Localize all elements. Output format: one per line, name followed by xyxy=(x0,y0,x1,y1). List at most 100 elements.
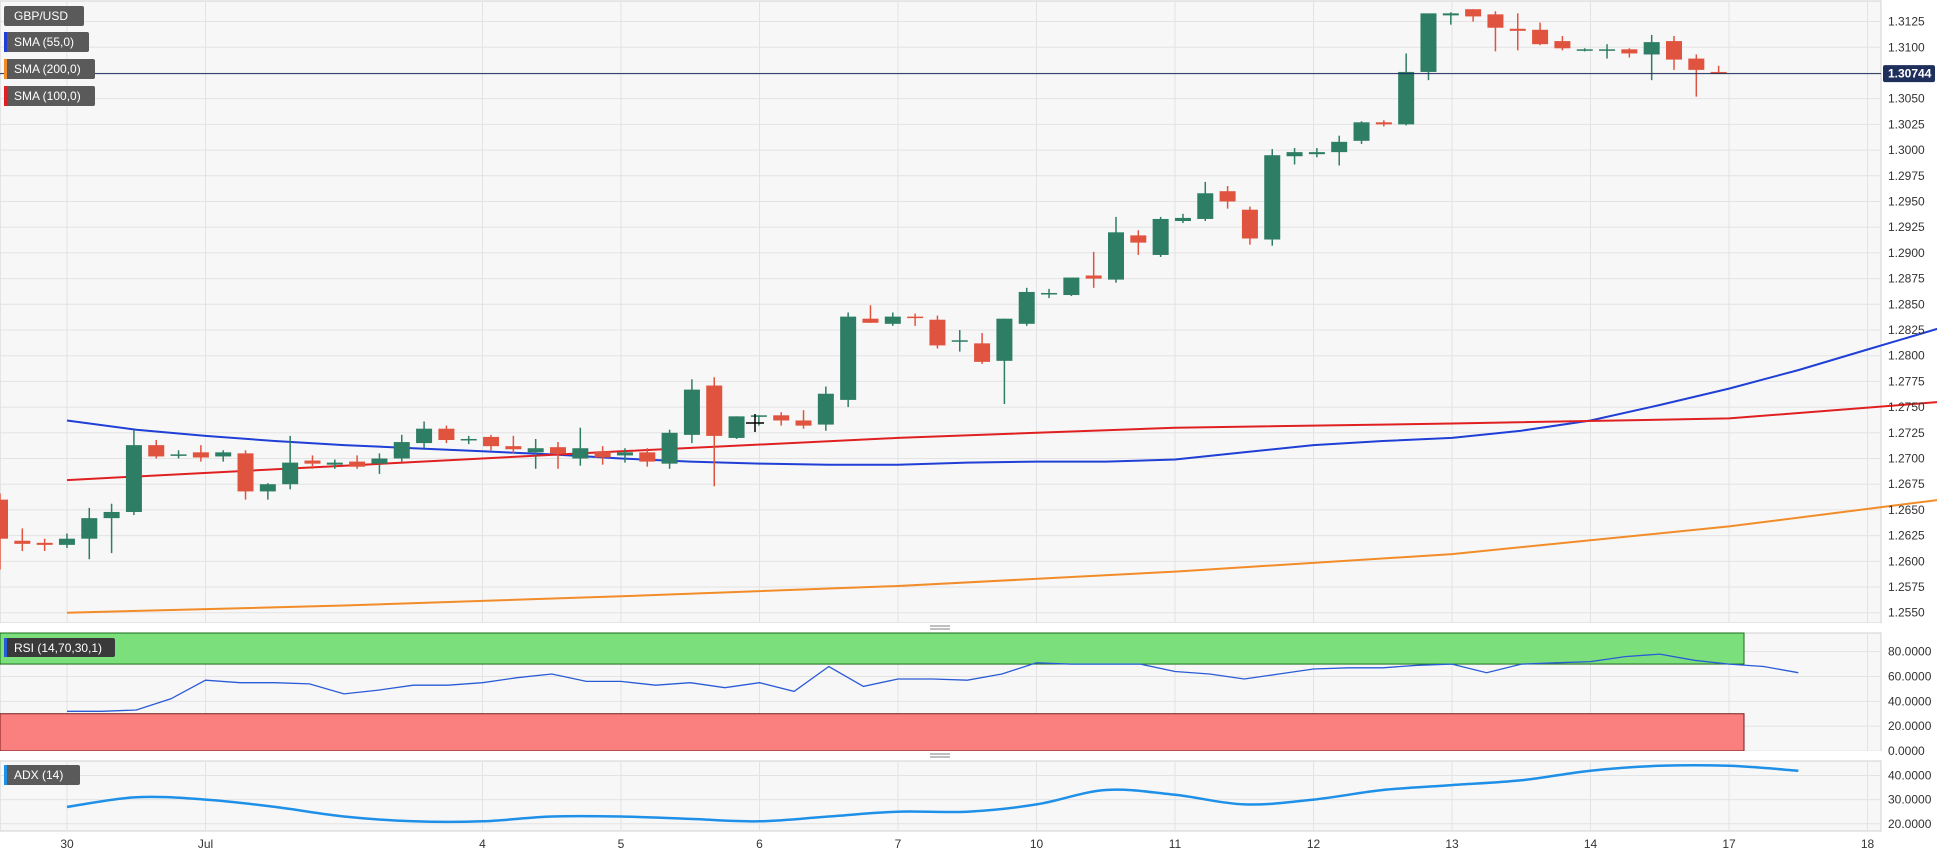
candle[interactable] xyxy=(1688,54,1705,97)
adx-panel[interactable]: 20.0000 30.0000 40.0000 ADX (14) xyxy=(0,760,1932,832)
candle[interactable] xyxy=(326,459,343,469)
candle[interactable] xyxy=(304,455,321,469)
candle[interactable] xyxy=(996,318,1013,405)
candle[interactable] xyxy=(1152,216,1169,257)
candle[interactable] xyxy=(795,410,812,429)
candle[interactable] xyxy=(1487,11,1504,52)
candle[interactable] xyxy=(14,528,31,552)
candle[interactable] xyxy=(527,438,544,469)
candle[interactable] xyxy=(1599,44,1616,59)
indicator-legend[interactable]: GBP/USD SMA (55,0) SMA (200,0) SMA (100,… xyxy=(4,6,95,106)
candle[interactable] xyxy=(1041,288,1058,299)
candle[interactable] xyxy=(1174,213,1191,224)
candle[interactable] xyxy=(505,435,522,454)
candle[interactable] xyxy=(951,329,968,352)
candle[interactable] xyxy=(884,312,901,326)
candle[interactable] xyxy=(1398,53,1415,126)
legend-item-sma-200[interactable]: SMA (200,0) xyxy=(4,59,95,79)
candle-body xyxy=(1219,191,1236,202)
candle[interactable] xyxy=(192,445,209,462)
candle[interactable] xyxy=(1108,216,1124,283)
candle[interactable] xyxy=(594,446,611,465)
candle-body xyxy=(817,393,834,425)
legend-item-symbol[interactable]: GBP/USD xyxy=(4,6,84,26)
pane-splitter-1[interactable] xyxy=(0,623,1881,633)
candle[interactable] xyxy=(1197,181,1214,222)
candle[interactable] xyxy=(1509,13,1526,51)
legend-item-sma-55[interactable]: SMA (55,0) xyxy=(4,32,89,52)
candle[interactable] xyxy=(616,448,633,463)
candle[interactable] xyxy=(661,429,678,469)
candle[interactable] xyxy=(438,425,455,444)
candle[interactable] xyxy=(1643,34,1660,81)
candle[interactable] xyxy=(1018,287,1035,326)
candle[interactable] xyxy=(572,427,589,466)
candle[interactable] xyxy=(1308,148,1325,158)
candle[interactable] xyxy=(974,333,991,364)
candle[interactable] xyxy=(81,507,98,560)
main-plot-area[interactable] xyxy=(0,0,1882,624)
candle[interactable] xyxy=(1353,121,1370,144)
candle[interactable] xyxy=(639,448,656,467)
candle[interactable] xyxy=(1219,186,1236,209)
legend-item-adx[interactable]: ADX (14) xyxy=(4,765,80,785)
candle[interactable] xyxy=(237,450,254,500)
candle[interactable] xyxy=(1465,9,1482,22)
candle[interactable] xyxy=(393,434,410,462)
candle[interactable] xyxy=(148,439,165,459)
candle[interactable] xyxy=(840,312,857,408)
candle[interactable] xyxy=(1576,48,1593,52)
candle[interactable] xyxy=(0,493,8,570)
candle[interactable] xyxy=(1420,13,1437,81)
candle[interactable] xyxy=(1130,230,1147,255)
candle[interactable] xyxy=(58,533,75,548)
rsi-panel[interactable]: 0.0000 20.0000 40.0000 60.0000 80.0000 RSI (… xyxy=(0,632,1932,758)
pane-splitter-2[interactable] xyxy=(0,751,1881,761)
legend-item-rsi[interactable]: RSI (14,70,30,1) xyxy=(4,638,115,657)
candle[interactable] xyxy=(706,377,723,487)
adx-plot-area[interactable] xyxy=(0,760,1882,832)
candle[interactable] xyxy=(282,435,299,490)
candle[interactable] xyxy=(907,313,924,326)
candle[interactable] xyxy=(259,483,276,500)
candle[interactable] xyxy=(483,434,500,451)
candle[interactable] xyxy=(416,421,433,449)
candle[interactable] xyxy=(1710,65,1727,74)
candle-body xyxy=(1241,209,1258,239)
candle[interactable] xyxy=(215,450,232,462)
candle[interactable] xyxy=(1063,277,1080,297)
candle[interactable] xyxy=(773,412,790,426)
candle[interactable] xyxy=(1621,48,1638,58)
candle[interactable] xyxy=(862,305,879,323)
main-panel[interactable]: 1.2550 1.2575 1.2600 1.2625 1.2650 1.2675 1.27… xyxy=(0,0,1937,624)
candle[interactable] xyxy=(750,415,767,426)
candle[interactable] xyxy=(1241,206,1258,245)
candle[interactable] xyxy=(550,442,566,469)
candle[interactable] xyxy=(1264,149,1281,246)
candles[interactable] xyxy=(0,9,1727,570)
candle[interactable] xyxy=(460,435,477,445)
candle[interactable] xyxy=(1286,148,1303,165)
candle[interactable] xyxy=(103,503,120,554)
candle[interactable] xyxy=(371,453,388,474)
candle[interactable] xyxy=(1375,120,1392,127)
legend-item-sma-100[interactable]: SMA (100,0) xyxy=(4,86,95,106)
candle[interactable] xyxy=(1331,135,1348,166)
candle[interactable] xyxy=(1666,35,1682,70)
candle[interactable] xyxy=(1532,22,1549,46)
candle[interactable] xyxy=(170,450,187,459)
candle[interactable] xyxy=(1085,251,1102,288)
candle[interactable] xyxy=(817,386,834,431)
candle[interactable] xyxy=(1554,35,1571,51)
candle[interactable] xyxy=(683,379,700,444)
candle[interactable] xyxy=(125,429,142,516)
candle[interactable] xyxy=(929,315,946,349)
candle[interactable] xyxy=(36,538,53,552)
candle-body xyxy=(416,428,433,444)
candle-body xyxy=(349,461,366,467)
candle[interactable] xyxy=(349,455,366,469)
sma-line-2 xyxy=(66,401,1937,482)
candle[interactable] xyxy=(728,416,745,439)
candle[interactable] xyxy=(1442,12,1459,25)
